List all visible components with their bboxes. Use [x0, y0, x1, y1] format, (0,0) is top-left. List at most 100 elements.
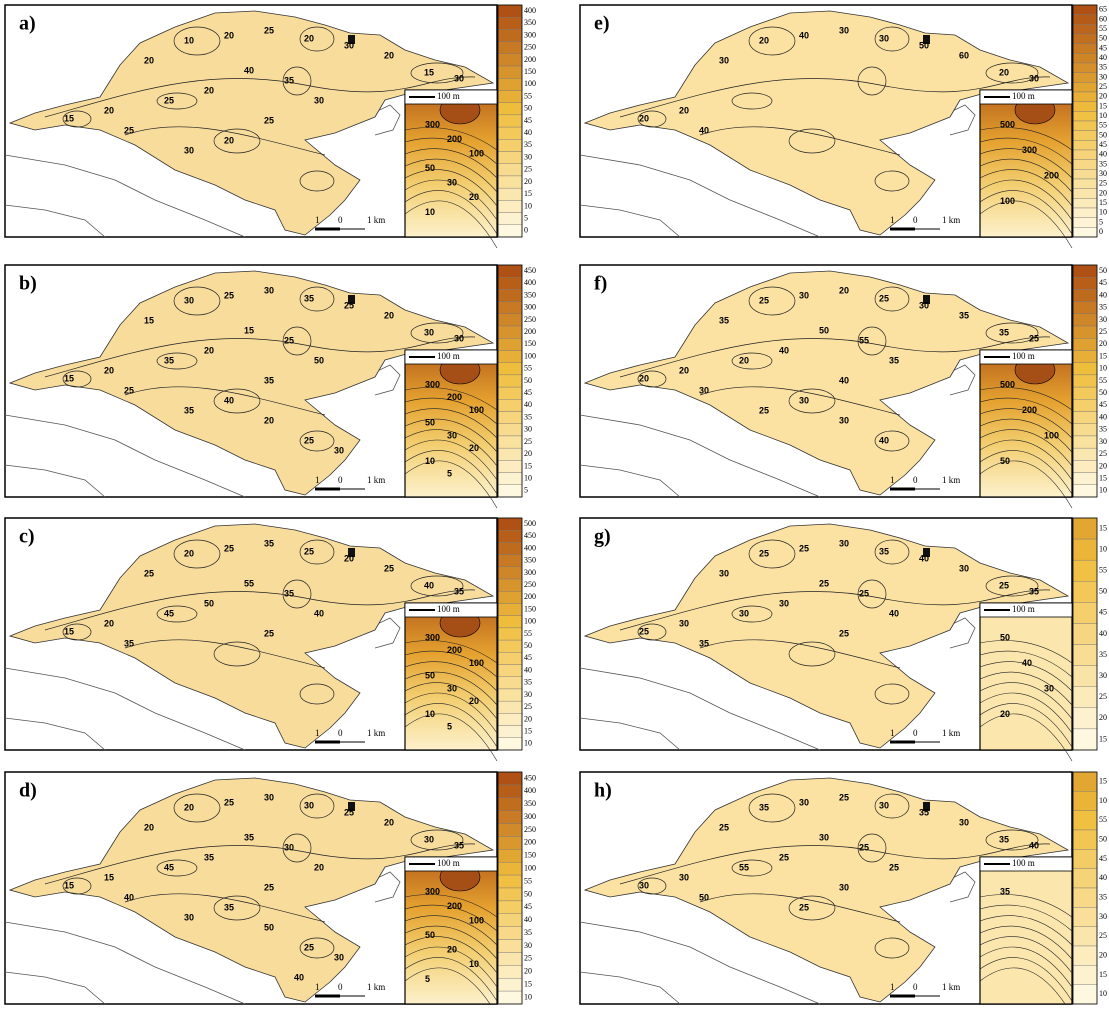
colorbar-cell: [1072, 33, 1098, 44]
contour-line: [857, 326, 887, 356]
colorbar-cell: [497, 65, 523, 79]
scale-label: 1: [890, 982, 895, 992]
colorbar-label: 200: [524, 55, 536, 64]
contour-label: 25: [124, 125, 134, 135]
pier-marker: [348, 802, 355, 811]
contour-label: 35: [264, 538, 274, 548]
inset-contour: [979, 661, 1073, 692]
colorbar-label: 60: [1099, 14, 1107, 23]
contour-label: 35: [124, 638, 134, 648]
inset-contour: [404, 408, 498, 439]
colorbar-label: 200: [524, 327, 536, 336]
colorbar-cell: [497, 472, 523, 485]
contour-label: 25: [304, 546, 314, 556]
colorbar-cell: [497, 313, 523, 327]
contour-line: [874, 26, 910, 52]
colorbar-label: 100: [524, 79, 536, 88]
contour-line: [213, 388, 261, 414]
contour-line: [173, 793, 221, 823]
inset-contour: [404, 703, 498, 748]
colorbar-frame: [497, 4, 523, 238]
contour-label: 20: [204, 345, 214, 355]
colorbar-cell: [497, 676, 523, 690]
contour-label: 25: [344, 807, 354, 817]
colorbar-cell: [497, 126, 523, 140]
colorbar-label: 10: [1099, 989, 1107, 998]
colorbar-label: 50: [1099, 34, 1107, 43]
colorbar-label: 25: [524, 437, 532, 446]
colorbar-label: 10: [524, 992, 532, 1001]
contour-line: [282, 326, 312, 356]
contour-line: [857, 66, 887, 96]
contour-label: 25: [839, 792, 849, 802]
colorbar-label: 30: [1099, 437, 1107, 446]
contour-label: 40: [839, 375, 849, 385]
colorbar-cell: [497, 29, 523, 42]
contour-label: 30: [264, 285, 274, 295]
colorbar-cell: [497, 139, 523, 152]
colorbar-label: 300: [524, 303, 536, 312]
contour-label: 30: [779, 598, 789, 608]
colorbar-cell: [497, 224, 523, 238]
colorbar-label: 10: [1099, 796, 1107, 805]
contour-label: 30: [919, 300, 929, 310]
contour-label: 30: [344, 40, 354, 50]
colorbar-label: 40: [1099, 412, 1107, 421]
colorbar-label: 100: [524, 617, 536, 626]
contour-label: 60: [959, 50, 969, 60]
scale-label: 1 km: [942, 982, 960, 992]
colorbar-cell: [1072, 472, 1098, 485]
contour-label: 20: [224, 135, 234, 145]
colorbar-label: 300: [524, 568, 536, 577]
colorbar-label: 40: [1099, 150, 1107, 159]
colorbar-label: 400: [524, 6, 536, 15]
colorbar-label: 100: [524, 863, 536, 872]
contour-line: [44, 843, 476, 885]
colorbar-label: 50: [1099, 130, 1107, 139]
colorbar-label: 40: [524, 400, 532, 409]
contour-line: [44, 336, 476, 378]
contour-label: 35: [699, 638, 709, 648]
scale-label: 1 km: [367, 982, 385, 992]
colorbar-cell: [497, 939, 523, 953]
contour-line: [731, 859, 773, 877]
inset-scale-label: 100 m: [1012, 858, 1035, 868]
contour-label: 25: [759, 548, 769, 558]
contour-label: 30: [839, 415, 849, 425]
inset-contour-label: 10: [425, 207, 435, 217]
contour-label: 25: [164, 95, 174, 105]
colorbar-cell: [497, 737, 523, 751]
contour-line: [299, 26, 335, 52]
colorbar-cell: [497, 990, 523, 1005]
scale-label: 1 km: [942, 728, 960, 738]
panel-label: d): [19, 780, 37, 802]
contour-label: 25: [859, 842, 869, 852]
contour-label: 30: [424, 327, 434, 337]
inset-contour: [404, 169, 498, 207]
colorbar-cell: [497, 264, 523, 278]
colorbar-label: 65: [1099, 5, 1107, 14]
colorbar-cell: [497, 713, 523, 726]
colorbar-label: 35: [524, 678, 532, 687]
scale-label: 1 km: [367, 215, 385, 225]
colorbar-label: 20: [1099, 92, 1107, 101]
inset-contour: [979, 158, 1073, 193]
contour-line: [857, 833, 887, 863]
colorbar-cell: [497, 566, 523, 580]
colorbar-label: 5: [524, 486, 528, 495]
colorbar-label: 15: [1099, 101, 1107, 110]
contour-label: 25: [224, 290, 234, 300]
contour-line: [124, 639, 326, 669]
contour-line: [299, 683, 335, 705]
contour-label: 30: [719, 55, 729, 65]
colorbar-label: 45: [1099, 854, 1107, 863]
inset-contour: [404, 387, 498, 411]
colorbar-label: 50: [524, 104, 532, 113]
contour-line: [874, 683, 910, 705]
contour-label: 30: [334, 952, 344, 962]
colorbar-cell: [1072, 313, 1098, 327]
coastline: [579, 667, 821, 751]
colorbar-cell: [1072, 289, 1098, 302]
contour-label: 20: [184, 548, 194, 558]
